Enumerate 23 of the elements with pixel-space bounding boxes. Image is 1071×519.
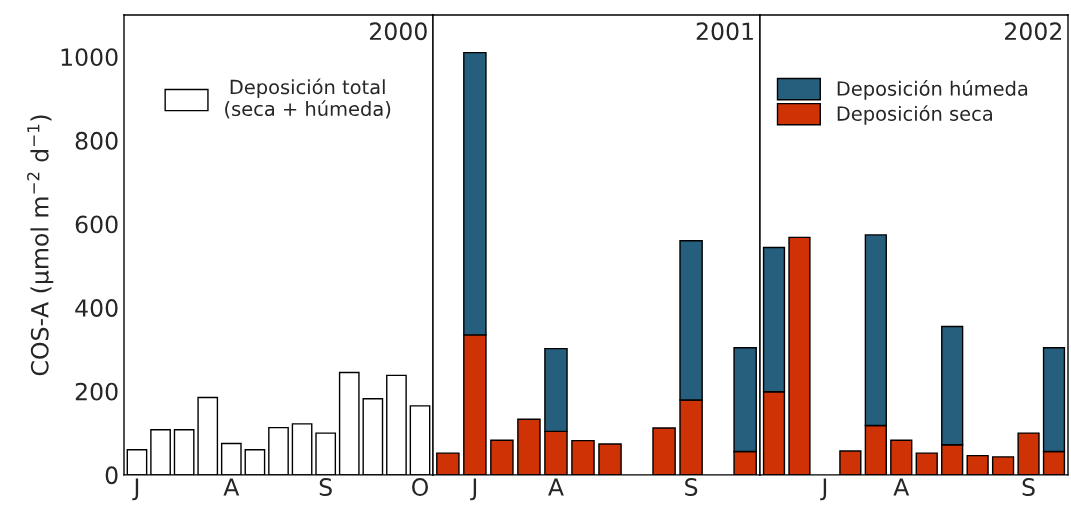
x-tick-label: S: [319, 478, 332, 496]
y-tick-label: 800: [75, 131, 118, 150]
y-tick-label: 600: [75, 215, 118, 234]
chart-title: 2001: [696, 22, 753, 41]
y-tick-label: 400: [75, 299, 118, 317]
y-axis-title: COS-A (µmol m$^{−2}$ d$^{−1}$): [27, 115, 54, 376]
x-tick-label: S: [1022, 478, 1035, 496]
y-tick-label: 1000: [61, 48, 118, 67]
x-tick-label: J: [132, 478, 139, 501]
y-tick-label: 200: [75, 382, 118, 401]
x-tick-label: S: [685, 478, 698, 496]
chart-title: 2002: [1005, 22, 1062, 41]
legend-label: Deposición húmeda: [837, 80, 1028, 100]
x-tick-label: A: [893, 478, 910, 496]
x-tick-label: A: [548, 478, 564, 496]
legend-label: Deposición total (seca + húmeda): [225, 78, 391, 119]
chart-title: 2000: [370, 22, 427, 41]
x-tick-label: O: [412, 478, 428, 496]
x-tick-label: A: [223, 478, 240, 496]
x-tick-label: J: [820, 478, 827, 501]
y-tick-label: 0: [105, 466, 118, 485]
x-tick-label: J: [470, 478, 477, 501]
legend-label: Deposición seca: [837, 105, 992, 125]
